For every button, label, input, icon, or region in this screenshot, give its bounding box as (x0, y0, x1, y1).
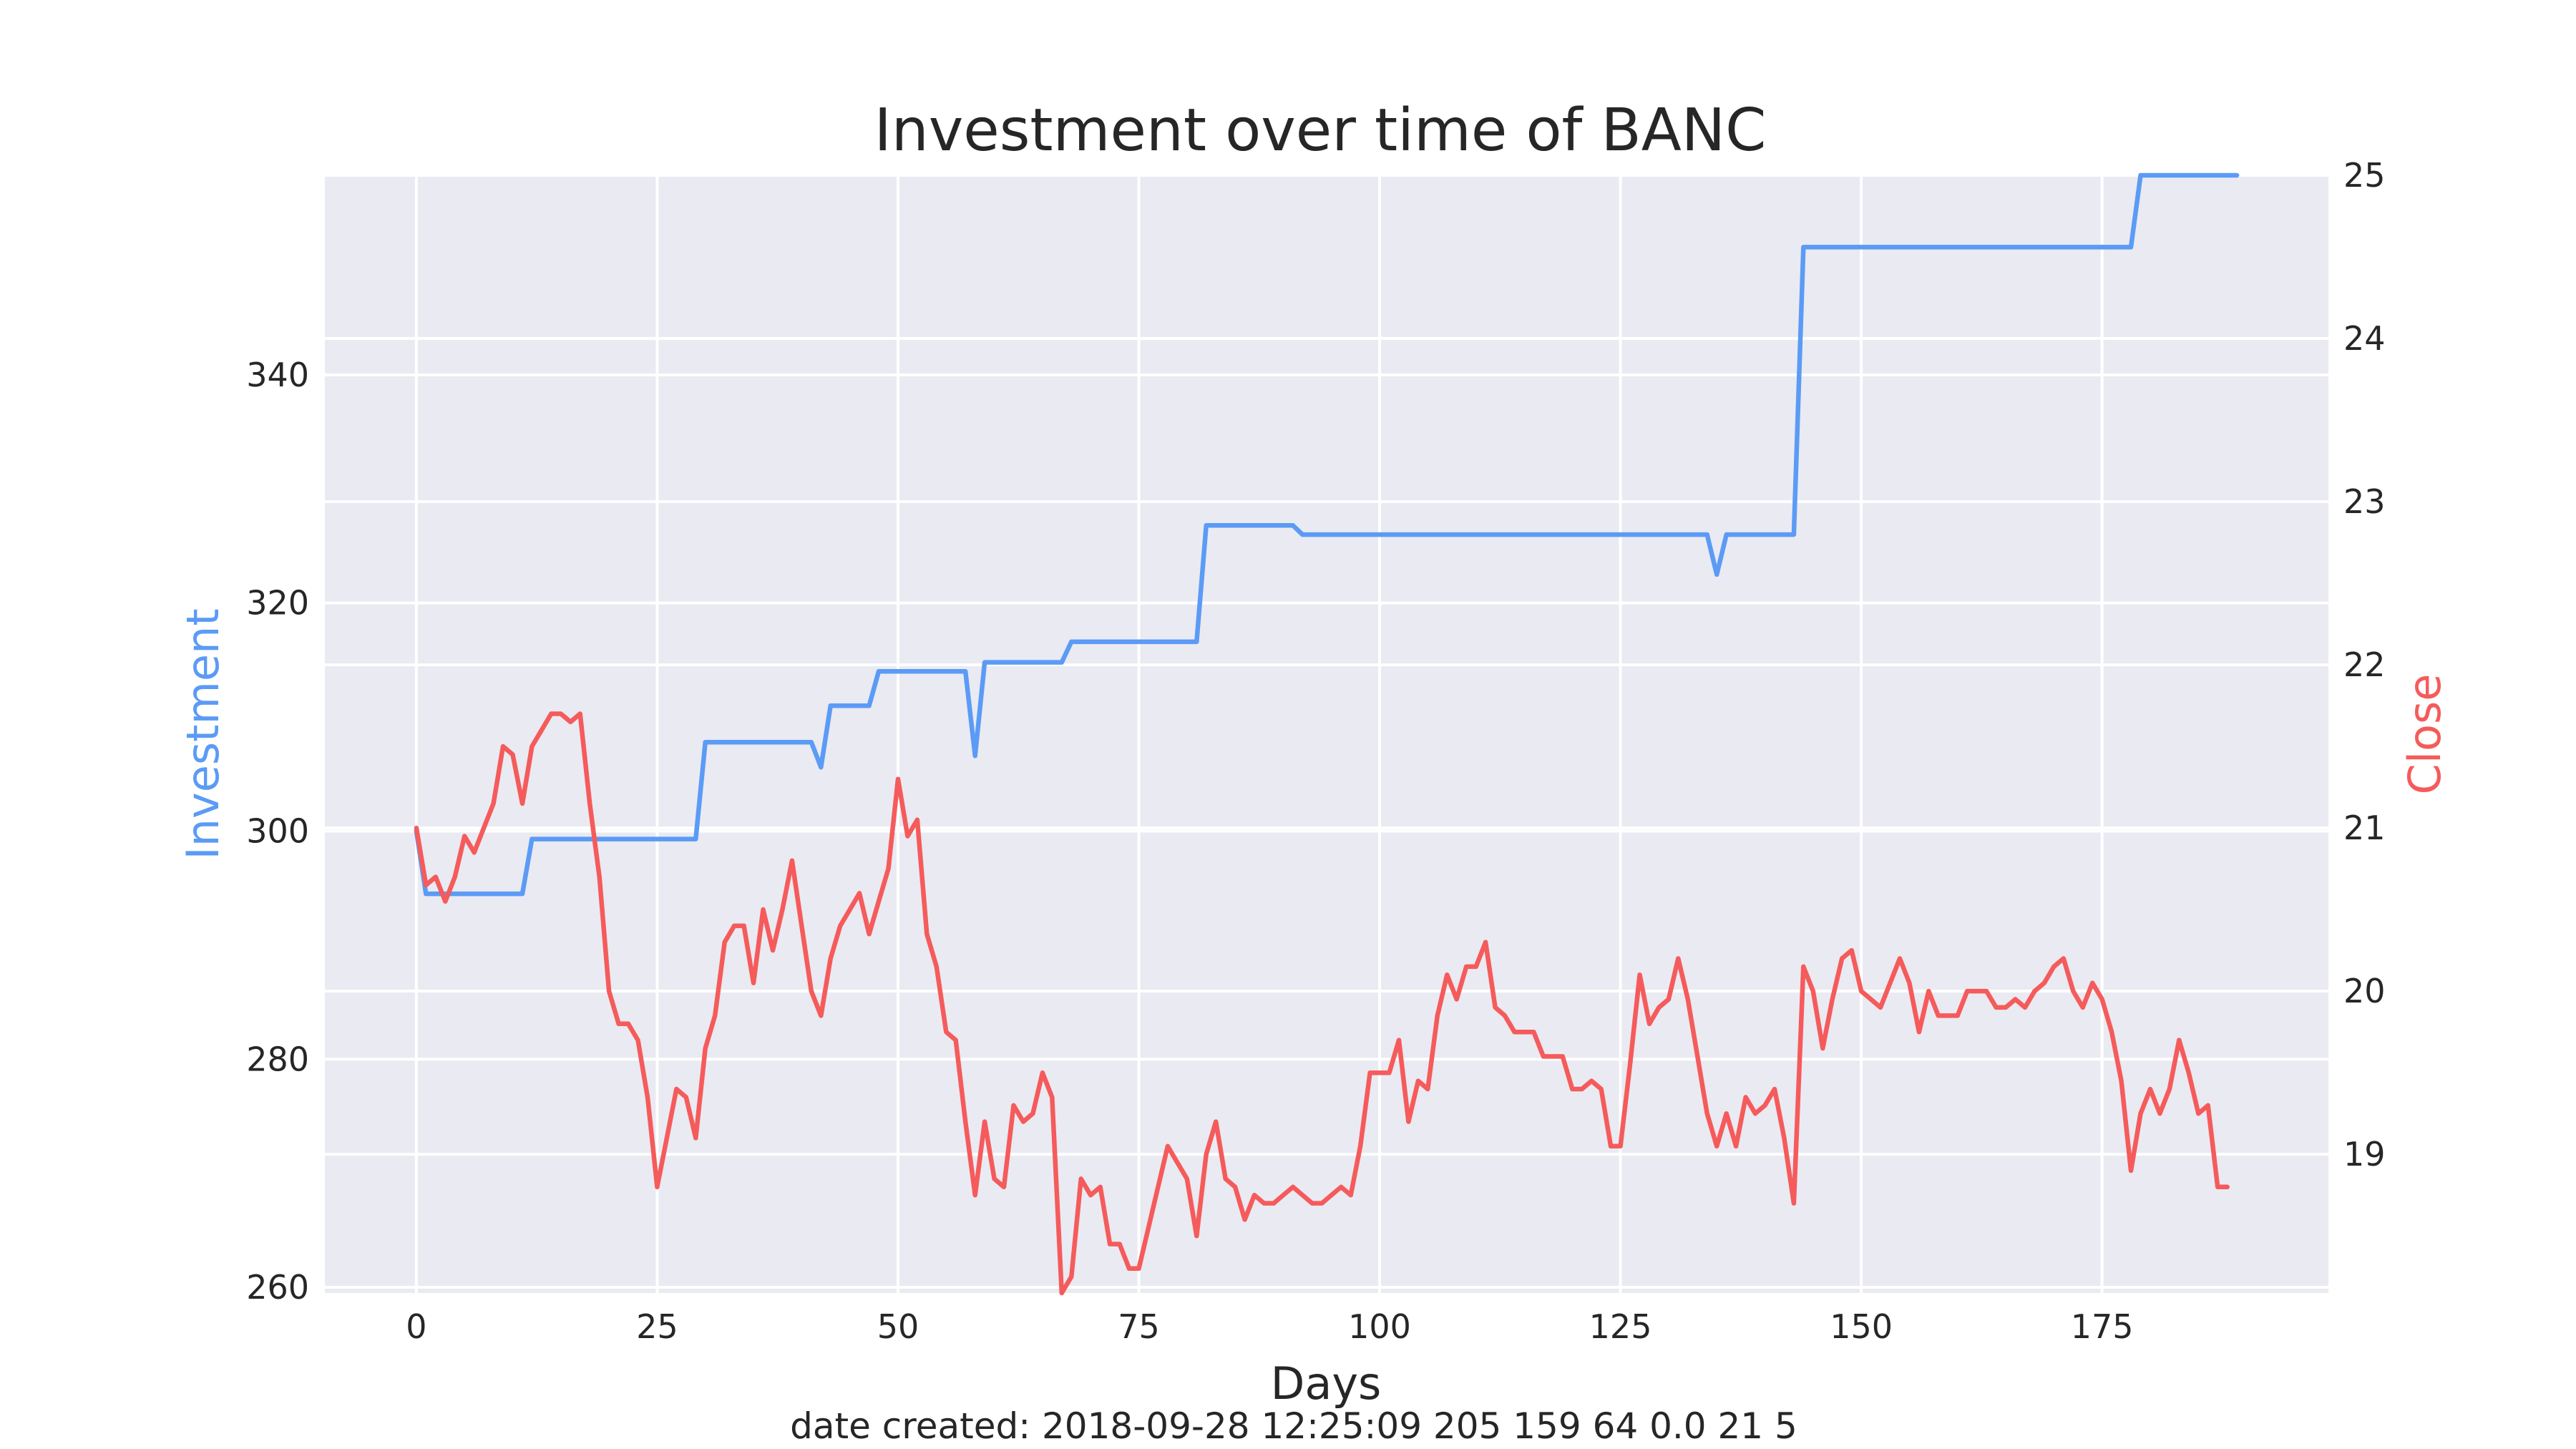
y-right-tick-label: 25 (2343, 156, 2386, 195)
y-right-tick-labels: 19 20 21 22 23 24 25 (2343, 156, 2386, 1174)
y-left-tick-label: 300 (246, 811, 309, 850)
y-left-tick-label: 260 (246, 1268, 309, 1307)
y-left-tick-label: 340 (246, 356, 309, 394)
footer-note: date created: 2018-09-28 12:25:09 205 15… (790, 1405, 1797, 1447)
chart-title: Investment over time of BANC (874, 97, 1767, 165)
y-right-tick-label: 24 (2343, 319, 2386, 358)
y-left-tick-label: 320 (246, 584, 309, 623)
x-tick-label: 150 (1830, 1307, 1893, 1346)
x-tick-label: 75 (1118, 1307, 1160, 1346)
grid (325, 174, 2328, 1293)
x-tick-labels: 0 25 50 75 100 125 150 175 (406, 1307, 2133, 1346)
y-right-tick-label: 21 (2343, 809, 2386, 847)
y-axis-label-right: Close (2399, 674, 2451, 795)
y-right-tick-label: 22 (2343, 645, 2386, 684)
plot-background (325, 175, 2328, 1293)
y-right-tick-label: 20 (2343, 972, 2386, 1010)
x-tick-label: 50 (877, 1307, 919, 1346)
x-tick-label: 25 (636, 1307, 678, 1346)
x-axis-label: Days (1271, 1357, 1382, 1410)
y-axis-label-left: Investment (177, 608, 229, 859)
series-line-close (414, 711, 2230, 1296)
series-line-investment (414, 172, 2240, 897)
y-left-tick-labels: 260 280 300 320 340 (246, 356, 309, 1307)
y-left-tick-label: 280 (246, 1040, 309, 1078)
x-tick-label: 125 (1589, 1307, 1652, 1346)
x-tick-label: 175 (2071, 1307, 2134, 1346)
series-layer (414, 172, 2240, 1296)
x-tick-label: 0 (406, 1307, 426, 1346)
y-right-tick-label: 23 (2343, 482, 2386, 521)
x-tick-label: 100 (1348, 1307, 1411, 1346)
y-right-tick-label: 19 (2343, 1135, 2386, 1174)
